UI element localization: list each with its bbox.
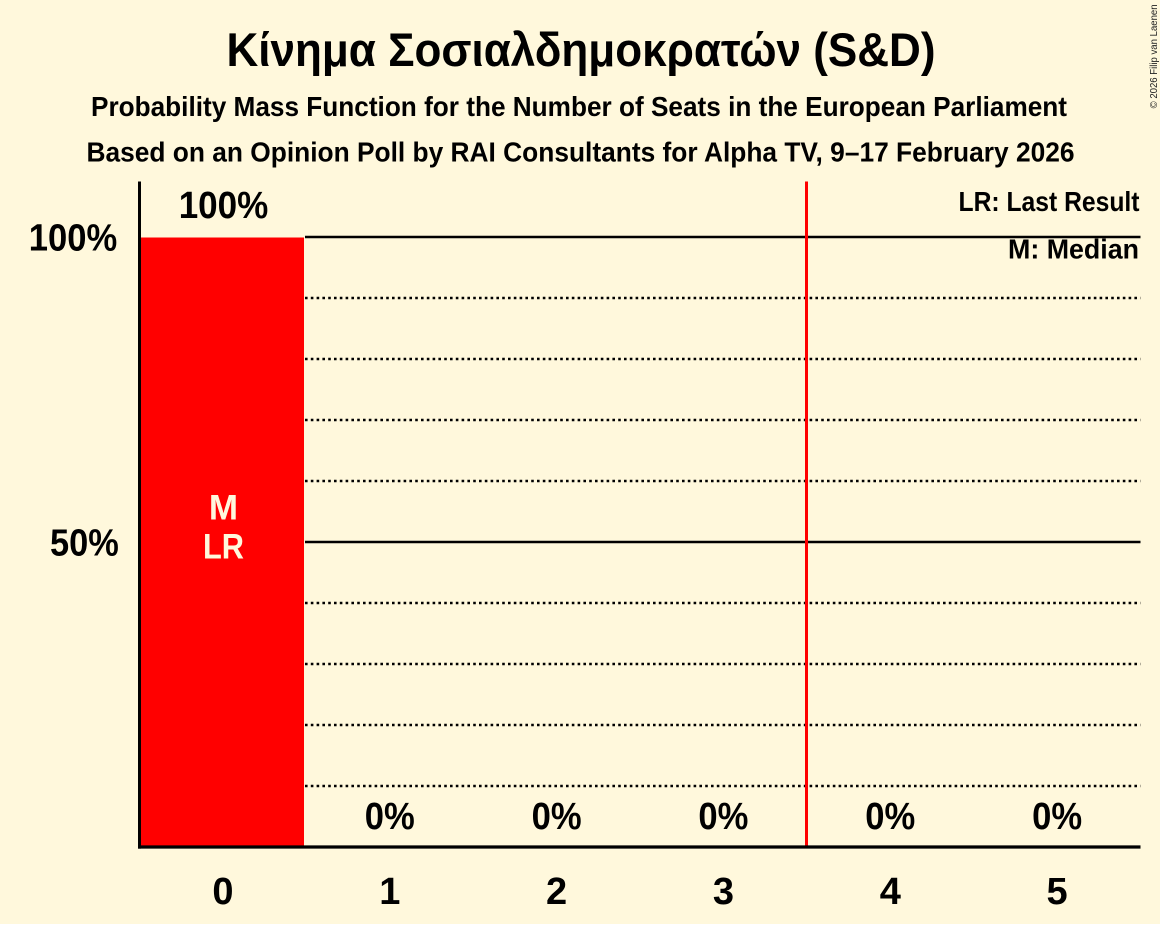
svg-text:© 2026 Filip van Laenen: © 2026 Filip van Laenen: [1149, 4, 1160, 108]
svg-text:50%: 50%: [50, 522, 119, 564]
svg-text:Probability Mass Function for: Probability Mass Function for the Number…: [91, 91, 1067, 122]
svg-text:0%: 0%: [1032, 796, 1082, 838]
svg-text:4: 4: [880, 871, 901, 913]
svg-text:100%: 100%: [29, 218, 117, 260]
svg-text:M: M: [209, 488, 238, 527]
svg-text:0: 0: [212, 871, 233, 913]
svg-text:M: Median: M: Median: [1008, 234, 1139, 265]
svg-text:Κίνημα Σοσιαλδημοκρατών (S&D): Κίνημα Σοσιαλδημοκρατών (S&D): [227, 23, 936, 76]
svg-text:LR: LR: [203, 527, 244, 566]
svg-text:1: 1: [379, 871, 400, 913]
svg-text:0%: 0%: [365, 796, 415, 838]
svg-text:0%: 0%: [532, 796, 582, 838]
svg-text:0%: 0%: [698, 796, 748, 838]
svg-text:5: 5: [1047, 871, 1068, 913]
svg-text:Based on an Opinion Poll by RA: Based on an Opinion Poll by RAI Consulta…: [87, 137, 1075, 168]
svg-text:3: 3: [713, 871, 734, 913]
svg-text:100%: 100%: [179, 185, 269, 227]
svg-text:0%: 0%: [865, 796, 915, 838]
svg-text:2: 2: [546, 871, 567, 913]
svg-text:LR: Last Result: LR: Last Result: [959, 186, 1140, 217]
